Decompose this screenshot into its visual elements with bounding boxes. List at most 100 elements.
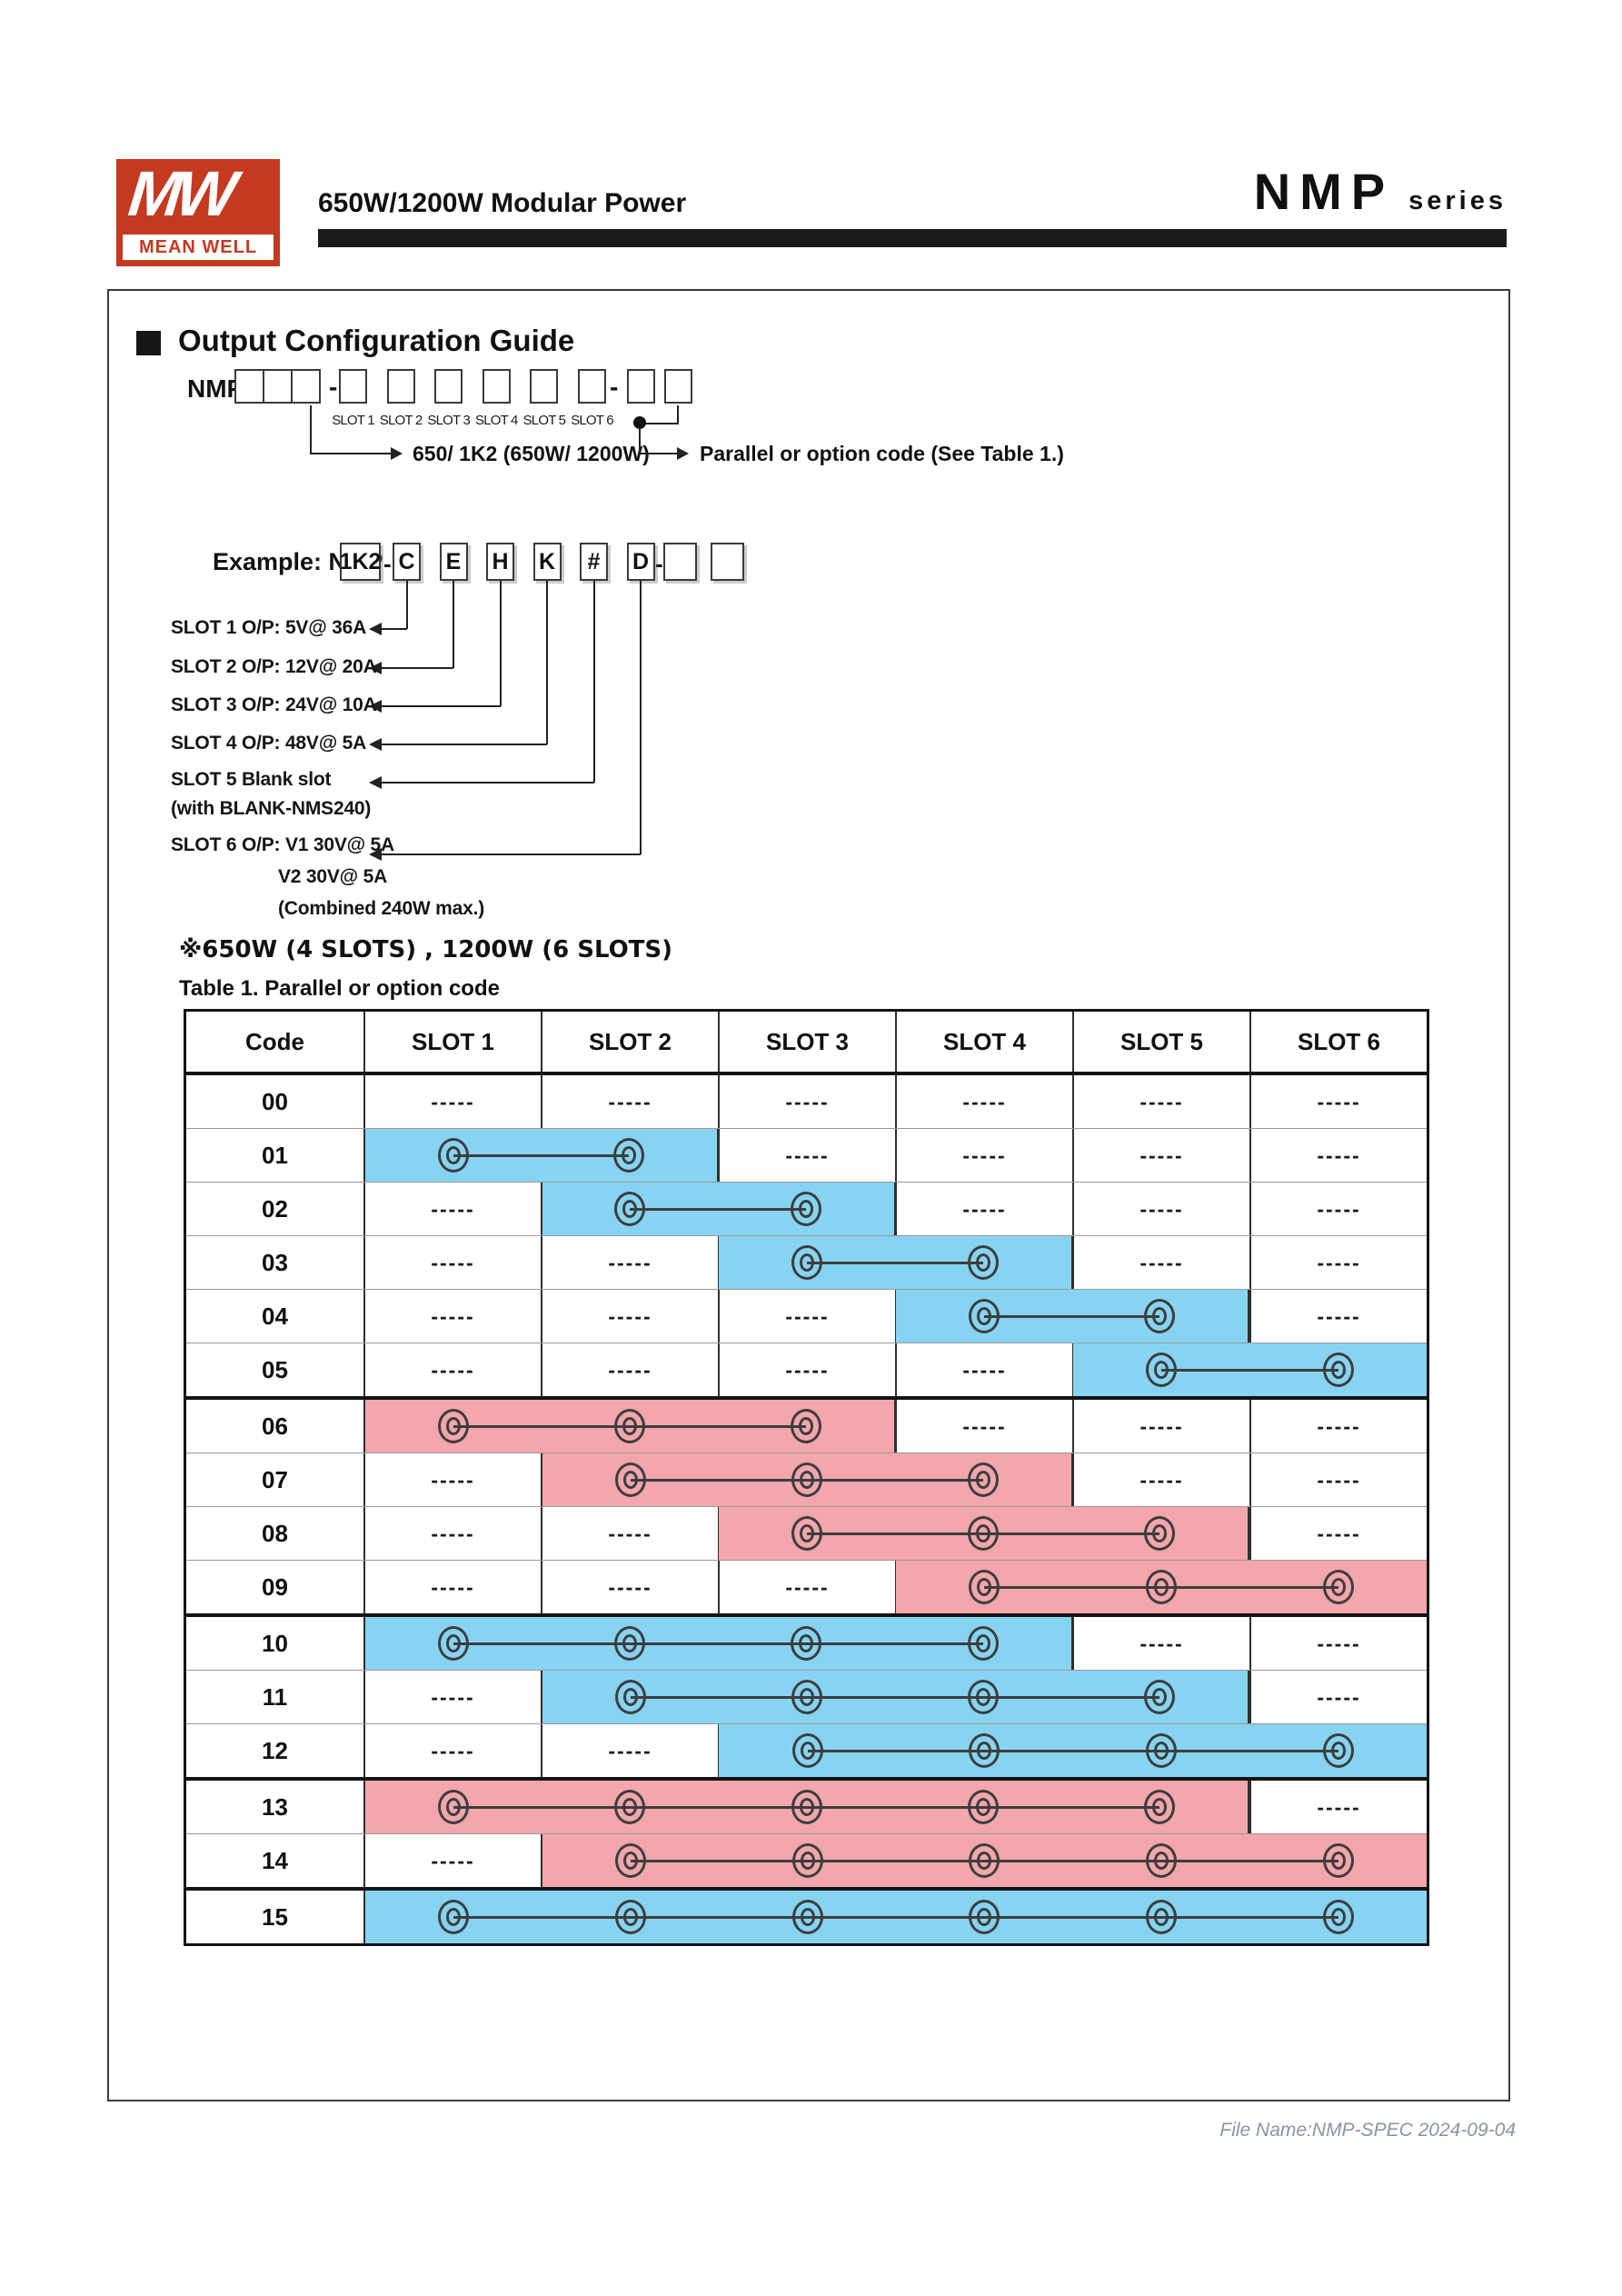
example-slot-code-box: E	[439, 543, 468, 581]
parallel-terminal-icon	[791, 1409, 821, 1443]
example-slot-description: SLOT 3 O/P: 24V@ 10A	[171, 694, 377, 715]
table-slot-cell: -----	[1074, 1453, 1251, 1506]
parallel-terminal-inner	[975, 1471, 990, 1489]
arrow-left-icon	[369, 623, 382, 635]
model-slot-label: SLOT 2	[379, 413, 423, 428]
dash-separator: -	[610, 373, 619, 401]
table-slot-cell: -----	[542, 1561, 720, 1613]
parallel-terminal-inner	[975, 1798, 990, 1816]
parallel-terminal-icon	[969, 1900, 1000, 1934]
table-code-cell: 09	[186, 1561, 365, 1613]
parallel-terminal-icon	[791, 1733, 823, 1768]
example-slot-description: SLOT 6 O/P: V1 30V@ 5A	[171, 834, 394, 855]
parallel-terminal-inner	[623, 1908, 638, 1926]
parallel-terminal-inner	[1152, 1307, 1168, 1325]
table-slot-cell: -----	[720, 1290, 897, 1343]
model-slot-box	[578, 369, 606, 404]
parallel-terminal-inner	[800, 1742, 815, 1760]
arrow-left-icon	[369, 700, 382, 713]
content-box: Output Configuration Guide NMP - - 650/ …	[107, 289, 1510, 2101]
table-slot-cell: -----	[1317, 1631, 1361, 1655]
example-connector-vline	[405, 581, 408, 629]
example-connector-vline	[499, 581, 502, 706]
table-slot-cell: -----	[542, 1236, 720, 1289]
example-option-box	[711, 543, 744, 581]
table-row: 12 ----- -----	[186, 1724, 1427, 1781]
parallel-terminal-icon	[1322, 1843, 1354, 1878]
table-code-cell: 05	[186, 1343, 365, 1396]
table-slot-area: ----- ----- ----- -----	[365, 1343, 1427, 1396]
table-code-cell: 12	[186, 1724, 365, 1777]
parallel-terminal-icon	[615, 1900, 646, 1934]
parallel-terminal-inner	[977, 1742, 992, 1760]
table-slot-area: ----- -----	[365, 1724, 1427, 1777]
table-row: 01 ----- ----- ----- -----	[186, 1129, 1427, 1183]
parallel-terminal-inner	[1153, 1852, 1169, 1870]
wattage-cell	[291, 369, 321, 404]
parallel-highlight	[542, 1453, 1073, 1506]
arrow-right-icon	[391, 447, 403, 460]
parallel-highlight	[542, 1183, 896, 1235]
arrow-left-icon	[369, 776, 382, 789]
parallel-terminal-icon	[791, 1516, 823, 1551]
wattage-cell	[234, 369, 264, 404]
table-slot-cell: -----	[542, 1075, 720, 1128]
table-slot-area: ----- ----- -----	[365, 1507, 1427, 1560]
parallel-terminal-icon	[1322, 1900, 1354, 1934]
table-slot-cell: -----	[1317, 1250, 1361, 1274]
parallel-terminal-icon	[967, 1626, 999, 1661]
parallel-highlight	[896, 1290, 1250, 1343]
parallel-terminal-icon	[791, 1626, 822, 1661]
table-header-cell: SLOT 2	[542, 1012, 720, 1072]
parallel-terminal-inner	[800, 1908, 815, 1926]
parallel-terminal-inner	[1330, 1578, 1346, 1596]
parallel-terminal-icon	[969, 1570, 1000, 1604]
table-header-cell: SLOT 4	[897, 1012, 1074, 1072]
model-slot-label: SLOT 5	[522, 413, 566, 428]
table-slot-cell: -----	[720, 1075, 897, 1128]
table-slot-cell: -----	[897, 1129, 1074, 1182]
table-slot-cell: -----	[1317, 1196, 1361, 1221]
parallel-terminal-icon	[1322, 1733, 1354, 1768]
parallel-terminal-inner	[799, 1471, 814, 1489]
model-slot-box	[530, 369, 559, 404]
series-title: NMP series	[1254, 162, 1507, 221]
parallel-terminal-inner	[1330, 1742, 1346, 1760]
table-slot-cell: -----	[365, 1834, 542, 1887]
example-model-box: 1K2	[340, 543, 381, 581]
parallel-terminal-inner	[622, 1417, 637, 1435]
table-code-cell: 08	[186, 1507, 365, 1560]
parallel-terminal-inner	[799, 1634, 814, 1652]
parallel-terminal-inner	[799, 1417, 813, 1435]
table-caption: Table 1. Parallel or option code	[179, 976, 500, 1001]
parallel-connect-line	[807, 1262, 983, 1264]
table-slot-cell	[897, 1453, 1074, 1506]
table-header-cell: SLOT 5	[1074, 1012, 1251, 1072]
table-slot-cell: -----	[1317, 1413, 1361, 1438]
example-connector-hline	[382, 782, 594, 784]
table-slot-cell: -----	[542, 1290, 720, 1343]
parallel-terminal-inner	[1330, 1852, 1346, 1870]
model-slot-label: SLOT 1	[332, 413, 374, 428]
product-subtitle: 650W/1200W Modular Power	[318, 188, 687, 218]
parallel-terminal-icon	[967, 1245, 999, 1280]
parallel-terminal-inner	[1153, 1361, 1169, 1379]
table-slot-cell: -----	[1317, 1303, 1361, 1328]
table-slot-area: ----- -----	[365, 1617, 1427, 1670]
table-slot-area: ----- ----- -----	[365, 1453, 1427, 1506]
parallel-terminal-inner	[446, 1908, 462, 1926]
connector-line	[640, 423, 679, 424]
parallel-highlight	[719, 1724, 1427, 1777]
parallel-terminal-icon	[791, 1843, 823, 1878]
series-suffix: series	[1408, 186, 1507, 215]
example-slot-description-sub: (Combined 240W max.)	[278, 898, 485, 919]
parallel-highlight	[896, 1561, 1427, 1613]
table-code-cell: 11	[186, 1671, 365, 1723]
model-prefix-label: NMP	[187, 374, 244, 403]
parallel-note-label: Parallel or option code (See Table 1.)	[700, 442, 1064, 465]
table-row: 07 ----- ----- -----	[186, 1453, 1427, 1507]
parallel-terminal-inner	[799, 1798, 814, 1816]
table-row: 08 ----- ----- -----	[186, 1507, 1427, 1561]
parallel-terminal-inner	[622, 1852, 638, 1870]
